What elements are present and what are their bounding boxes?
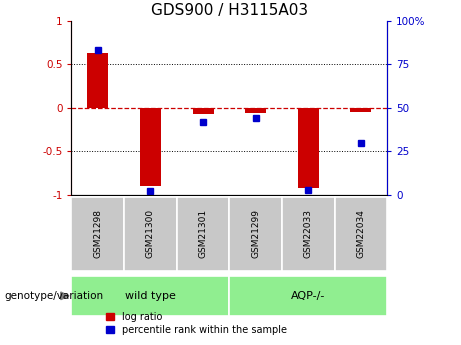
- Bar: [140, 108, 161, 186]
- Bar: [193, 108, 213, 114]
- Text: GSM21301: GSM21301: [199, 209, 207, 258]
- Text: AQP-/-: AQP-/-: [291, 291, 325, 301]
- Text: GSM21298: GSM21298: [93, 209, 102, 258]
- Text: wild type: wild type: [125, 291, 176, 301]
- Text: GSM21299: GSM21299: [251, 209, 260, 258]
- Text: GSM21300: GSM21300: [146, 209, 155, 258]
- Bar: [87, 53, 108, 108]
- Bar: [350, 108, 372, 112]
- Bar: [245, 108, 266, 113]
- Legend: log ratio, percentile rank within the sample: log ratio, percentile rank within the sa…: [106, 312, 287, 335]
- Title: GDS900 / H3115A03: GDS900 / H3115A03: [151, 3, 308, 18]
- Text: GSM22033: GSM22033: [304, 209, 313, 258]
- Text: GSM22034: GSM22034: [356, 209, 366, 258]
- Text: genotype/variation: genotype/variation: [5, 291, 104, 301]
- Bar: [298, 108, 319, 188]
